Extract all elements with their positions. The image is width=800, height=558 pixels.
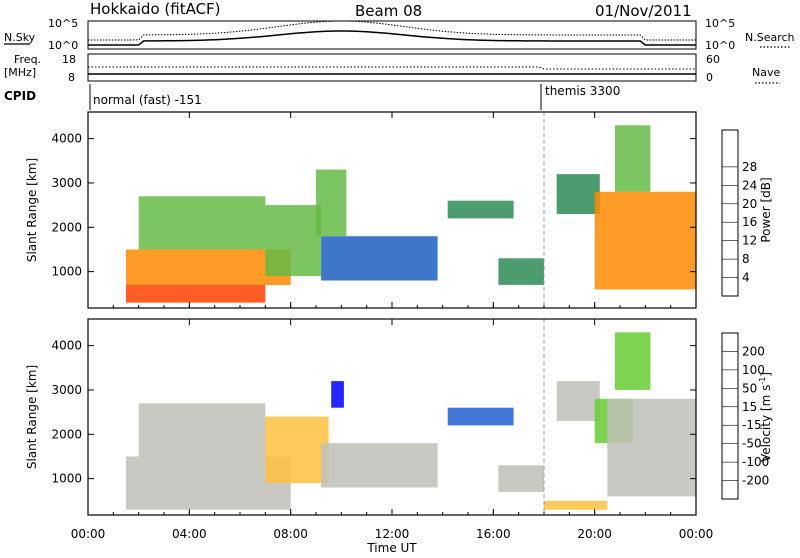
velocity-ylabel: Slant Range [km] xyxy=(25,365,39,469)
y-tick-label: 3000 xyxy=(51,383,82,397)
nave-label: Nave xyxy=(752,66,780,79)
scatter-region xyxy=(447,407,514,426)
nsky-panel: N.Sky 10^5 10^0 10^5 10^0 N.Search xyxy=(4,17,795,52)
cpid-label: CPID xyxy=(4,89,36,103)
x-tick-label: 16:00 xyxy=(476,527,511,541)
velocity-colorbar-label: Velocity [m s-1] xyxy=(758,372,773,462)
scatter-region xyxy=(544,500,608,510)
colorbar-tick-label: 24 xyxy=(742,178,757,192)
nsearch-tick-top: 10^5 xyxy=(705,17,735,30)
power-colorbar-label: Power [dB] xyxy=(759,177,773,242)
cpid-segment-2: themis 3300 xyxy=(545,84,620,98)
colorbar-tick-label: 28 xyxy=(742,160,757,174)
y-tick-label: 1000 xyxy=(51,472,82,486)
x-tick-label: 20:00 xyxy=(577,527,612,541)
scatter-region xyxy=(614,332,651,390)
scatter-region xyxy=(321,443,438,488)
power-panel: 1000 2000 3000 4000 Slant Range [km] 4 8 12 16… xyxy=(25,111,773,309)
colorbar-tick-label: -50 xyxy=(742,437,762,451)
beam-title: Beam 08 xyxy=(355,2,422,20)
scatter-region xyxy=(614,125,651,192)
x-tick-label: 04:00 xyxy=(172,527,207,541)
x-tick-label: 08:00 xyxy=(273,527,308,541)
scatter-region xyxy=(556,174,600,214)
colorbar-tick-label: 50 xyxy=(742,381,757,395)
scatter-region xyxy=(126,284,266,303)
colorbar-tick-label: -15 xyxy=(742,418,762,432)
cpid-panel: CPID normal (fast) -151 themis 3300 xyxy=(4,84,620,110)
x-axis-label: Time UT xyxy=(366,541,417,554)
scatter-region xyxy=(447,200,514,219)
scatter-region xyxy=(265,416,329,484)
cpid-segment-1: normal (fast) -151 xyxy=(93,93,202,107)
nave-tick-bottom: 0 xyxy=(706,71,713,84)
scatter-region xyxy=(331,381,344,408)
freq-unit: [MHz] xyxy=(4,66,36,79)
scatter-region xyxy=(594,191,696,290)
power-ylabel: Slant Range [km] xyxy=(25,158,39,262)
colorbar-tick-label: 200 xyxy=(742,344,765,358)
freq-panel: Freq. [MHz] 18 8 60 0 Nave xyxy=(4,53,780,84)
scatter-region xyxy=(607,398,696,497)
colorbar-tick-label: 4 xyxy=(742,271,750,285)
freq-tick-bottom: 8 xyxy=(68,71,75,84)
colorbar-tick-label: -200 xyxy=(742,474,769,488)
velocity-panel: 1000 2000 3000 4000 Slant Range [km] 200 100… xyxy=(25,318,773,516)
scatter-region xyxy=(316,169,347,237)
colorbar-tick-label: 12 xyxy=(742,234,757,248)
y-tick-label: 1000 xyxy=(51,265,82,279)
colorbar-tick-label: 15 xyxy=(742,400,757,414)
station-title: Hokkaido (fitACF) xyxy=(90,0,221,18)
y-tick-label: 2000 xyxy=(51,220,82,234)
scatter-region xyxy=(138,403,266,457)
scatter-region xyxy=(126,249,291,285)
scatter-region xyxy=(265,205,321,277)
colorbar-tick-label: 8 xyxy=(742,252,750,266)
freq-tick-top: 18 xyxy=(62,53,76,66)
colorbar-frame xyxy=(721,129,739,297)
colorbar-tick-label: 100 xyxy=(742,363,765,377)
nsky-tick-bottom: 10^0 xyxy=(48,39,78,52)
colorbar-tick-label: 16 xyxy=(742,215,757,229)
nsky-series xyxy=(88,30,696,46)
scatter-region xyxy=(126,456,291,510)
nave-series xyxy=(88,66,696,70)
nsky-label: N.Sky xyxy=(4,31,36,44)
x-tick-label: 00:00 xyxy=(71,527,106,541)
scatter-region xyxy=(498,465,544,492)
x-tick-label: 00:00 xyxy=(679,527,714,541)
scatter-region xyxy=(138,196,266,250)
date-title: 01/Nov/2011 xyxy=(595,2,692,20)
colorbar-tick-label: 20 xyxy=(742,197,757,211)
nsearch-tick-bottom: 10^0 xyxy=(705,39,735,52)
nsky-tick-top: 10^5 xyxy=(48,17,78,30)
nsearch-label: N.Search xyxy=(745,31,795,44)
y-tick-label: 3000 xyxy=(51,176,82,190)
freq-label: Freq. xyxy=(14,53,41,66)
nave-tick-top: 60 xyxy=(706,53,720,66)
x-tick-label: 12:00 xyxy=(375,527,410,541)
scatter-region xyxy=(321,236,438,281)
y-tick-label: 4000 xyxy=(51,339,82,353)
y-tick-label: 2000 xyxy=(51,427,82,441)
colorbar-frame xyxy=(721,332,739,500)
nsearch-series xyxy=(88,20,696,41)
colorbar-tick-label: -100 xyxy=(742,455,769,469)
scatter-region xyxy=(498,258,544,285)
scatter-region xyxy=(556,381,600,421)
y-tick-label: 4000 xyxy=(51,132,82,146)
